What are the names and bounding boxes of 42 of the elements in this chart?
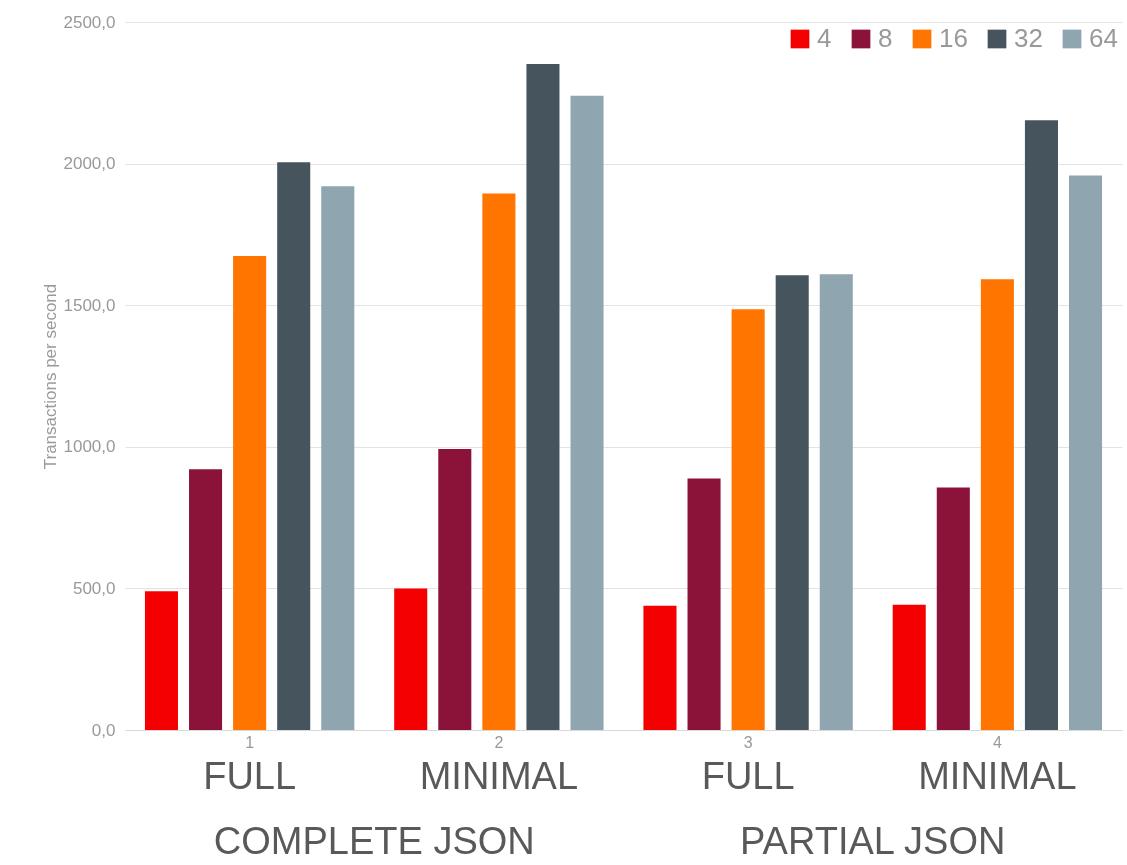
bar <box>570 95 604 730</box>
text: PARTIAL JSON <box>740 820 1006 862</box>
bar <box>643 605 677 730</box>
y-tick-label: 2500,0 <box>63 12 116 32</box>
text: FULL <box>701 755 795 797</box>
bar <box>438 449 472 730</box>
legend-label: 8 <box>878 23 893 53</box>
bar <box>687 478 721 730</box>
bar <box>775 275 809 730</box>
bar <box>233 255 267 730</box>
y-tick-label: 0,0 <box>91 720 116 740</box>
bar <box>526 63 560 730</box>
y-tick-label: 2000,0 <box>63 154 116 174</box>
bar <box>892 604 926 730</box>
bar <box>144 591 178 730</box>
y-tick-label: 1000,0 <box>63 437 116 457</box>
bar <box>394 588 428 730</box>
y-axis-title: Transactions per second <box>40 283 60 470</box>
legend-label: 32 <box>1014 23 1043 53</box>
bar <box>819 274 853 730</box>
bar <box>1069 175 1103 730</box>
text: FULL <box>203 755 297 797</box>
x-tick-label: 3 <box>743 733 753 751</box>
x-tick-label: 1 <box>245 733 255 751</box>
text: MINIMAL <box>918 755 1077 797</box>
bar <box>1024 120 1058 730</box>
y-tick-label: 1500,0 <box>63 295 116 315</box>
bar <box>731 309 765 730</box>
bar <box>482 193 516 730</box>
bar <box>321 186 355 730</box>
bar <box>277 162 311 730</box>
bar <box>189 469 223 730</box>
text: MINIMAL <box>419 755 579 797</box>
legend-label: 4 <box>817 23 832 53</box>
legend-label: 64 <box>1089 23 1118 53</box>
legend-label: 16 <box>939 23 968 53</box>
y-tick-label: 500,0 <box>72 578 116 598</box>
bar <box>980 279 1014 730</box>
bar <box>936 487 970 730</box>
text: COMPLETE JSON <box>213 820 535 862</box>
x-tick-label: 4 <box>992 733 1002 751</box>
x-tick-label: 2 <box>494 733 504 751</box>
